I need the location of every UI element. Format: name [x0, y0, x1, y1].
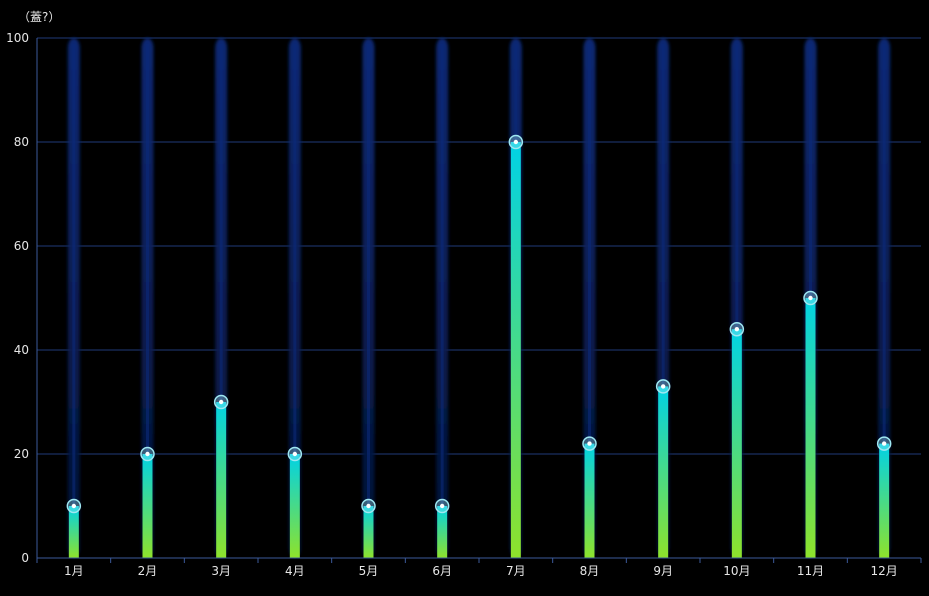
bar-top-marker-center [145, 451, 150, 457]
bar-top-marker-center [366, 503, 371, 509]
background-track-core [661, 44, 665, 558]
bar[interactable] [363, 506, 374, 558]
bar-top-marker-center [292, 451, 298, 457]
background-track-core [882, 44, 886, 558]
background-track-core [219, 44, 223, 558]
x-tick-label: 4月 [285, 564, 305, 578]
x-tick-label: 11月 [797, 564, 824, 578]
y-tick-label: 0 [21, 551, 29, 565]
bar[interactable] [584, 443, 595, 558]
background-track-core [588, 44, 591, 558]
grid-lines [37, 37, 921, 455]
background-track-core [146, 44, 149, 558]
x-tick-label: 3月 [211, 564, 231, 578]
background-track-core [72, 44, 76, 558]
bar[interactable] [805, 298, 816, 558]
x-tick-label: 7月 [506, 564, 526, 578]
x-tick-label: 1月 [64, 564, 84, 578]
bar-top-marker-center [881, 441, 887, 446]
background-tracks [67, 38, 891, 558]
x-tick-label: 8月 [580, 564, 600, 578]
y-axis-unit-label: （蓋?） [18, 10, 61, 24]
bar-top-marker-center [71, 503, 77, 509]
bar-top-marker-center [439, 503, 445, 509]
x-tick-label: 9月 [653, 564, 673, 578]
background-track-core [440, 44, 444, 558]
y-tick-label: 100 [6, 31, 29, 45]
y-tick-label: 60 [14, 239, 29, 253]
x-tick-label: 5月 [359, 564, 379, 578]
bar-top-marker-center [587, 441, 592, 446]
background-track-core [293, 44, 297, 558]
background-track-core [735, 44, 739, 558]
bar-top-marker-center [734, 327, 740, 332]
x-tick-label: 6月 [432, 564, 452, 578]
bar-top-marker-center [660, 384, 666, 389]
bar-top-marker-center [808, 295, 813, 301]
y-tick-label: 80 [14, 135, 29, 149]
bar[interactable] [658, 386, 669, 558]
bar[interactable] [731, 329, 742, 558]
bar[interactable] [879, 443, 890, 558]
bar-top-markers [66, 134, 892, 514]
bar[interactable] [510, 142, 521, 558]
x-tick-label: 2月 [138, 564, 158, 578]
y-tick-label: 40 [14, 343, 29, 357]
bar[interactable] [68, 506, 79, 558]
bars [68, 142, 890, 558]
bar[interactable] [142, 454, 153, 558]
bar[interactable] [289, 454, 300, 558]
background-track-core [367, 44, 370, 558]
axes [36, 38, 922, 563]
bar-top-marker-center [513, 139, 519, 145]
bar[interactable] [216, 402, 227, 558]
x-tick-label: 12月 [871, 564, 898, 578]
bar[interactable] [437, 506, 448, 558]
x-tick-label: 10月 [723, 564, 750, 578]
tick-labels: 0 20 40 60 80 100 1月 2月 3月 4月 5月 6月 7月 8月 9月 10月 11月 12月 [6, 31, 898, 578]
bar-top-marker-center [218, 399, 224, 405]
y-tick-label: 20 [14, 447, 29, 461]
